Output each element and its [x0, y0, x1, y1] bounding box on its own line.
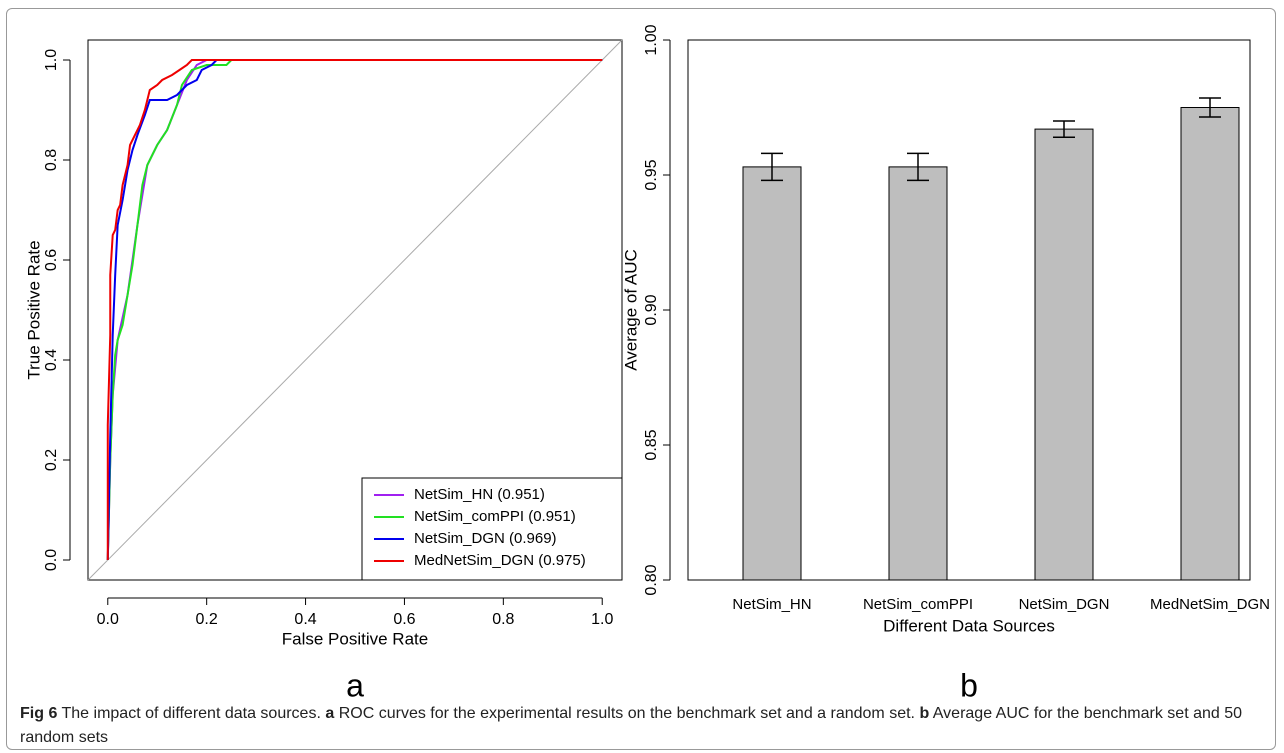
caption-part-text: Average AUC for the benchmark set and 50…	[20, 705, 1243, 746]
error-bar	[1199, 97, 1221, 118]
caption-part-label: b	[919, 705, 930, 722]
legend-box	[361, 477, 623, 581]
y-tick-label: 1.0	[43, 49, 60, 71]
x-tick-label: 0.6	[393, 611, 415, 628]
y-tick-label: 1.00	[643, 24, 660, 55]
bar	[1180, 107, 1240, 581]
legend-label: NetSim_comPPI (0.951)	[414, 508, 576, 525]
legend-label: NetSim_DGN (0.969)	[414, 530, 557, 547]
error-bar	[1053, 120, 1075, 138]
bar	[742, 166, 802, 581]
roc-curve	[106, 59, 603, 560]
x-tick-label: 0.8	[492, 611, 514, 628]
y-tick-label: 0.8	[43, 149, 60, 171]
plot-frame	[87, 39, 623, 581]
y-axis-title: True Positive Rate	[24, 240, 43, 379]
plot-frame	[687, 39, 1251, 581]
x-tick-label: NetSim_comPPI	[863, 596, 973, 613]
y-tick-label: 0.80	[643, 564, 660, 595]
panel-label: a	[346, 667, 364, 700]
reference-line	[87, 39, 623, 581]
panel-label: b	[960, 667, 978, 700]
caption-text: The impact of different data sources.	[61, 705, 321, 722]
y-tick-label: 0.4	[43, 349, 60, 371]
caption: Fig 6 The impact of different data sourc…	[20, 702, 1265, 750]
roc-curve	[106, 59, 603, 561]
x-axis-title: Different Data Sources	[883, 616, 1055, 635]
x-tick-label: 0.2	[196, 611, 218, 628]
figure-number: Fig 6	[20, 705, 58, 722]
x-tick-label: 0.4	[294, 611, 316, 628]
y-tick-label: 0.85	[643, 429, 660, 460]
x-tick-label: NetSim_HN	[732, 596, 811, 613]
x-tick-label: MedNetSim_DGN	[1150, 596, 1270, 613]
y-tick-label: 0.0	[43, 549, 60, 571]
x-tick-label: 1.0	[591, 611, 613, 628]
x-tick-label: 0.0	[97, 611, 119, 628]
chart: 0.0 0.2 0.4 0.6 0.8 1.0 0.0 0.2 0.4 0.6 0.8 1.0 NetS…	[24, 24, 1270, 700]
y-tick-label: 0.2	[43, 449, 60, 471]
legend-label: MedNetSim_DGN (0.975)	[414, 552, 586, 569]
bar	[1034, 128, 1094, 581]
roc-curve	[106, 59, 603, 561]
caption-part-text: ROC curves for the experimental results …	[338, 705, 915, 722]
y-tick-label: 0.6	[43, 249, 60, 271]
caption-part-label: a	[325, 705, 335, 722]
y-axis-title: Average of AUC	[621, 249, 640, 371]
bar	[888, 166, 948, 581]
legend-label: NetSim_HN (0.951)	[414, 486, 545, 503]
y-tick-label: 0.95	[643, 159, 660, 190]
error-bar	[907, 152, 929, 182]
figure-frame	[6, 8, 1276, 750]
y-tick-label: 0.90	[643, 294, 660, 325]
error-bar	[761, 152, 783, 182]
x-tick-label: NetSim_DGN	[1019, 596, 1110, 613]
x-axis-title: False Positive Rate	[282, 629, 428, 648]
